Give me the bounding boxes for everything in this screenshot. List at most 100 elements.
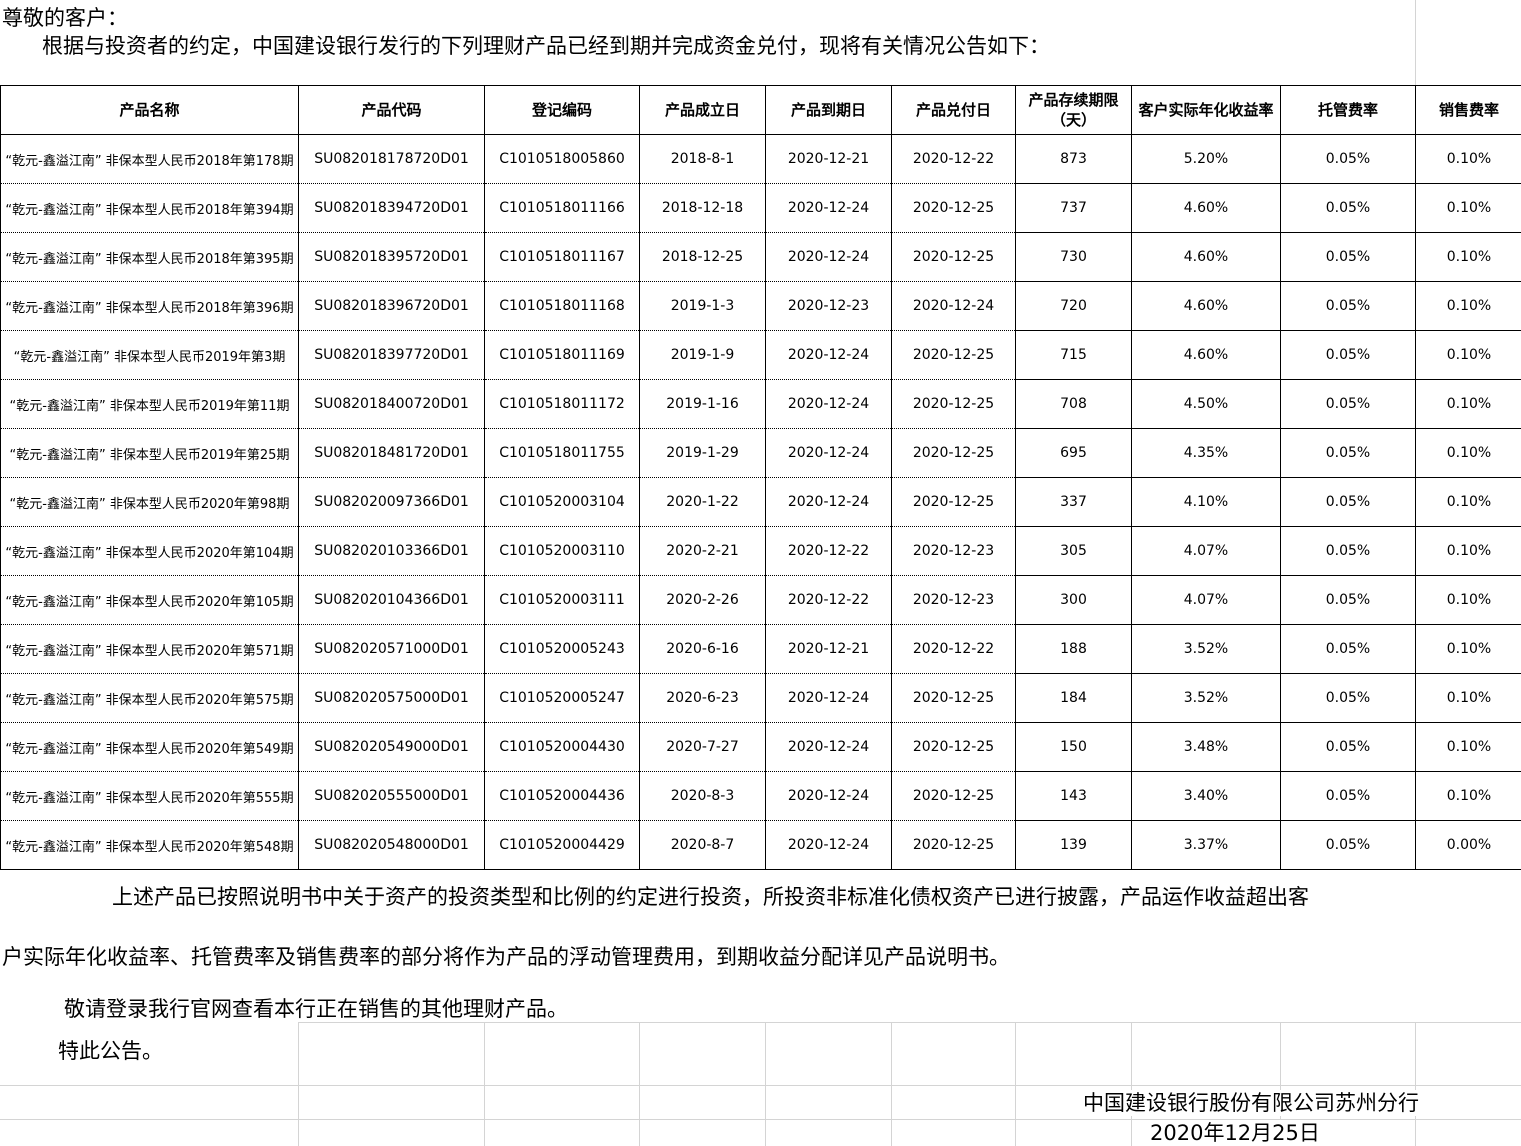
cell-registration-code: C1010518011755: [484, 428, 640, 478]
cell-product-name: “乾元-鑫溢江南” 非保本型人民币2020年第104期: [0, 526, 299, 576]
cell-sales-fee: 0.10%: [1415, 624, 1521, 674]
products-table: 产品名称 产品代码 登记编码 产品成立日 产品到期日 产品兑付日 产品存续期限（…: [0, 85, 1521, 870]
cell-duration-days: 720: [1015, 281, 1132, 331]
table-row: “乾元-鑫溢江南” 非保本型人民币2020年第555期 SU08202055500…: [0, 771, 1521, 821]
cell-product-name: “乾元-鑫溢江南” 非保本型人民币2020年第105期: [0, 575, 299, 625]
column-header-product-code: 产品代码: [298, 85, 485, 135]
cell-payment-date: 2020-12-25: [891, 771, 1016, 821]
cell-duration-days: 695: [1015, 428, 1132, 478]
cell-payment-date: 2020-12-25: [891, 673, 1016, 723]
table-row: “乾元-鑫溢江南” 非保本型人民币2020年第571期 SU08202057100…: [0, 624, 1521, 674]
gridline-horizontal: [298, 1022, 1521, 1023]
table-row: “乾元-鑫溢江南” 非保本型人民币2020年第98期 SU082020097366…: [0, 477, 1521, 527]
cell-establish-date: 2020-6-16: [639, 624, 766, 674]
cell-custody-fee: 0.05%: [1280, 771, 1416, 821]
cell-establish-date: 2019-1-16: [639, 379, 766, 429]
cell-establish-date: 2019-1-3: [639, 281, 766, 331]
cell-establish-date: 2020-6-23: [639, 673, 766, 723]
table-row: “乾元-鑫溢江南” 非保本型人民币2018年第395期 SU08201839572…: [0, 232, 1521, 282]
cell-establish-date: 2018-12-25: [639, 232, 766, 282]
cell-product-code: SU082018400720D01: [298, 379, 485, 429]
footer-website-note: 敬请登录我行官网查看本行正在销售的其他理财产品。: [64, 997, 568, 1021]
cell-custody-fee: 0.05%: [1280, 134, 1416, 184]
cell-duration-days: 139: [1015, 820, 1132, 870]
column-header-establish-date: 产品成立日: [639, 85, 766, 135]
cell-custody-fee: 0.05%: [1280, 624, 1416, 674]
cell-establish-date: 2019-1-29: [639, 428, 766, 478]
cell-registration-code: C1010520005247: [484, 673, 640, 723]
cell-payment-date: 2020-12-22: [891, 134, 1016, 184]
cell-sales-fee: 0.10%: [1415, 526, 1521, 576]
cell-annualized-return: 4.50%: [1131, 379, 1281, 429]
cell-annualized-return: 4.60%: [1131, 183, 1281, 233]
gridline-vertical: [1015, 1022, 1016, 1146]
cell-product-code: SU082020103366D01: [298, 526, 485, 576]
intro-text: 根据与投资者的约定，中国建设银行发行的下列理财产品已经到期并完成资金兑付，现将有…: [42, 34, 1050, 58]
column-header-payment-date: 产品兑付日: [891, 85, 1016, 135]
cell-custody-fee: 0.05%: [1280, 428, 1416, 478]
cell-duration-days: 873: [1015, 134, 1132, 184]
cell-annualized-return: 3.40%: [1131, 771, 1281, 821]
table-row: “乾元-鑫溢江南” 非保本型人民币2020年第575期 SU08202057500…: [0, 673, 1521, 723]
cell-establish-date: 2020-2-21: [639, 526, 766, 576]
cell-annualized-return: 3.37%: [1131, 820, 1281, 870]
greeting-text: 尊敬的客户：: [2, 6, 128, 30]
cell-sales-fee: 0.10%: [1415, 575, 1521, 625]
cell-maturity-date: 2020-12-22: [765, 526, 892, 576]
cell-establish-date: 2020-2-26: [639, 575, 766, 625]
cell-duration-days: 337: [1015, 477, 1132, 527]
cell-establish-date: 2020-7-27: [639, 722, 766, 772]
cell-registration-code: C1010518011169: [484, 330, 640, 380]
cell-payment-date: 2020-12-25: [891, 722, 1016, 772]
cell-product-name: “乾元-鑫溢江南” 非保本型人民币2020年第548期: [0, 820, 299, 870]
cell-product-name: “乾元-鑫溢江南” 非保本型人民币2020年第549期: [0, 722, 299, 772]
cell-registration-code: C1010520004430: [484, 722, 640, 772]
cell-maturity-date: 2020-12-21: [765, 624, 892, 674]
cell-establish-date: 2018-8-1: [639, 134, 766, 184]
table-body: “乾元-鑫溢江南” 非保本型人民币2018年第178期 SU08201817872…: [0, 134, 1521, 870]
cell-registration-code: C1010520003110: [484, 526, 640, 576]
cell-payment-date: 2020-12-25: [891, 428, 1016, 478]
cell-sales-fee: 0.10%: [1415, 722, 1521, 772]
cell-sales-fee: 0.10%: [1415, 134, 1521, 184]
cell-maturity-date: 2020-12-22: [765, 575, 892, 625]
cell-annualized-return: 4.07%: [1131, 526, 1281, 576]
table-row: “乾元-鑫溢江南” 非保本型人民币2018年第394期 SU08201839472…: [0, 183, 1521, 233]
table-row: “乾元-鑫溢江南” 非保本型人民币2019年第11期 SU082018400720…: [0, 379, 1521, 429]
column-header-duration-days: 产品存续期限（天）: [1015, 85, 1132, 135]
cell-custody-fee: 0.05%: [1280, 281, 1416, 331]
cell-maturity-date: 2020-12-24: [765, 330, 892, 380]
cell-payment-date: 2020-12-25: [891, 330, 1016, 380]
cell-annualized-return: 4.10%: [1131, 477, 1281, 527]
cell-establish-date: 2018-12-18: [639, 183, 766, 233]
cell-payment-date: 2020-12-25: [891, 379, 1016, 429]
column-header-product-name: 产品名称: [0, 85, 299, 135]
cell-registration-code: C1010518011166: [484, 183, 640, 233]
gridline-vertical: [1415, 1022, 1416, 1146]
gridline-vertical: [484, 1022, 485, 1146]
table-row: “乾元-鑫溢江南” 非保本型人民币2020年第548期 SU08202054800…: [0, 820, 1521, 870]
cell-duration-days: 305: [1015, 526, 1132, 576]
cell-product-name: “乾元-鑫溢江南” 非保本型人民币2019年第25期: [0, 428, 299, 478]
cell-registration-code: C1010520004436: [484, 771, 640, 821]
cell-sales-fee: 0.00%: [1415, 820, 1521, 870]
cell-annualized-return: 4.07%: [1131, 575, 1281, 625]
cell-sales-fee: 0.10%: [1415, 183, 1521, 233]
cell-duration-days: 300: [1015, 575, 1132, 625]
cell-annualized-return: 4.60%: [1131, 232, 1281, 282]
cell-product-code: SU082020548000D01: [298, 820, 485, 870]
cell-product-code: SU082018395720D01: [298, 232, 485, 282]
cell-maturity-date: 2020-12-24: [765, 722, 892, 772]
cell-annualized-return: 4.60%: [1131, 281, 1281, 331]
cell-payment-date: 2020-12-24: [891, 281, 1016, 331]
cell-custody-fee: 0.05%: [1280, 722, 1416, 772]
table-row: “乾元-鑫溢江南” 非保本型人民币2018年第396期 SU08201839672…: [0, 281, 1521, 331]
cell-annualized-return: 3.48%: [1131, 722, 1281, 772]
cell-sales-fee: 0.10%: [1415, 232, 1521, 282]
cell-maturity-date: 2020-12-24: [765, 673, 892, 723]
cell-custody-fee: 0.05%: [1280, 575, 1416, 625]
table-row: “乾元-鑫溢江南” 非保本型人民币2020年第549期 SU08202054900…: [0, 722, 1521, 772]
cell-sales-fee: 0.10%: [1415, 379, 1521, 429]
cell-maturity-date: 2020-12-24: [765, 183, 892, 233]
cell-custody-fee: 0.05%: [1280, 183, 1416, 233]
